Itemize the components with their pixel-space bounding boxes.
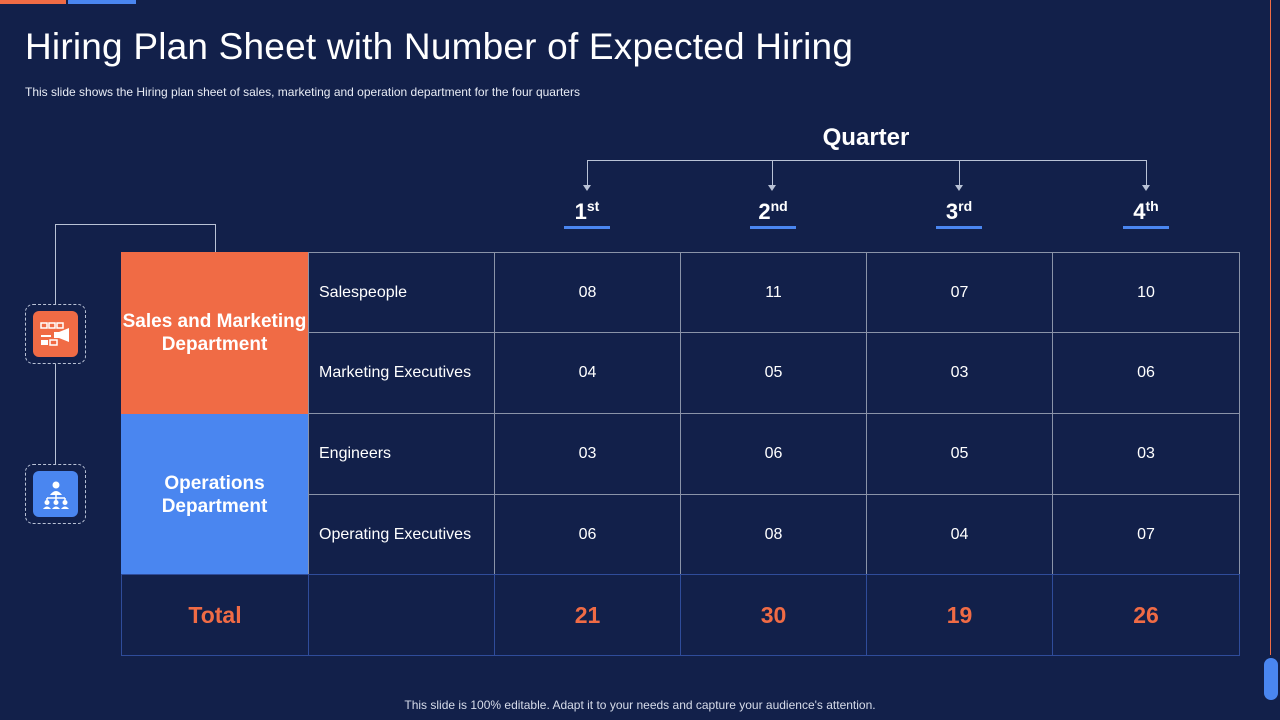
total-value: 21	[574, 601, 601, 628]
operations-icon-frame	[25, 464, 86, 524]
quarter-label-3: 3rd	[945, 198, 973, 224]
table-cell: 06	[1052, 332, 1240, 414]
arrow-down-icon	[1142, 185, 1150, 191]
arrow-down-icon	[768, 185, 776, 191]
table-cell: 05	[866, 413, 1053, 495]
table-cell: 04	[494, 332, 681, 414]
total-label: Total	[121, 574, 309, 656]
total-value: 26	[1133, 601, 1159, 628]
total-cell: 26	[1052, 574, 1240, 656]
dept-operations: Operations Department	[121, 414, 308, 575]
page-subtitle: This slide shows the Hiring plan sheet o…	[25, 85, 580, 99]
scroll-track	[1270, 0, 1271, 655]
connector-line	[55, 224, 56, 304]
table-cell: 07	[866, 252, 1053, 333]
total-value: 19	[946, 601, 973, 628]
quarter-bracket-stem	[587, 160, 588, 186]
hiring-table: Sales and Marketing Department Operation…	[121, 252, 1240, 656]
quarter-underline	[750, 226, 796, 229]
table-cell: 03	[1052, 413, 1240, 495]
dept-sales-marketing: Sales and Marketing Department	[121, 252, 308, 414]
quarter-bracket-stem	[1146, 160, 1147, 186]
team-hierarchy-icon	[33, 471, 78, 517]
quarter-underline	[936, 226, 982, 229]
table-cell: 07	[1052, 494, 1240, 575]
quarter-label-4: 4th	[1133, 198, 1159, 224]
quarter-bracket-stem	[959, 160, 960, 186]
quarter-label-2: 2nd	[758, 198, 788, 224]
connector-line	[215, 224, 216, 252]
connector-line	[55, 364, 56, 464]
scroll-thumb[interactable]	[1264, 658, 1278, 700]
role-label: Engineers	[308, 413, 495, 495]
top-accent-orange	[0, 0, 66, 4]
arrow-down-icon	[955, 185, 963, 191]
quarter-underline	[1123, 226, 1169, 229]
footer-note: This slide is 100% editable. Adapt it to…	[404, 698, 876, 712]
table-cell: 03	[494, 413, 681, 495]
page-title: Hiring Plan Sheet with Number of Expecte…	[25, 26, 854, 67]
quarter-bracket	[587, 160, 1147, 161]
table-cell: 08	[494, 252, 681, 333]
total-empty-cell	[308, 574, 495, 656]
role-label: Marketing Executives	[308, 332, 495, 414]
total-value: 30	[760, 601, 787, 628]
table-cell: 04	[866, 494, 1053, 575]
quarter-heading: Quarter	[822, 124, 910, 151]
table-cell: 03	[866, 332, 1053, 414]
quarter-bracket-stem	[772, 160, 773, 186]
total-cell: 21	[494, 574, 681, 656]
quarter-underline	[564, 226, 610, 229]
total-label-text: Total	[188, 601, 242, 628]
connector-line	[55, 224, 215, 225]
total-cell: 30	[680, 574, 867, 656]
table-cell: 05	[680, 332, 867, 414]
table-cell: 11	[680, 252, 867, 333]
marketing-megaphone-icon	[33, 311, 78, 357]
quarter-label-1: 1st	[574, 198, 600, 224]
table-cell: 06	[494, 494, 681, 575]
role-label: Operating Executives	[308, 494, 495, 575]
top-accent-blue	[68, 0, 136, 4]
table-cell: 08	[680, 494, 867, 575]
table-cell: 10	[1052, 252, 1240, 333]
table-cell: 06	[680, 413, 867, 495]
sales-icon-frame	[25, 304, 86, 364]
arrow-down-icon	[583, 185, 591, 191]
total-cell: 19	[866, 574, 1053, 656]
role-label: Salespeople	[308, 252, 495, 333]
